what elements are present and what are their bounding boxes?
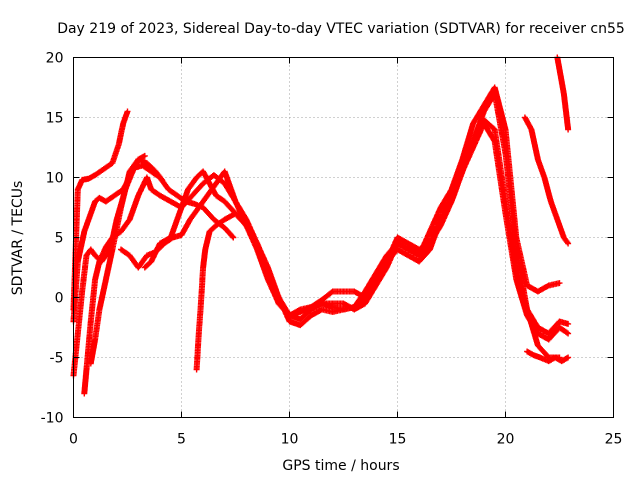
x-tick-label: 25: [605, 432, 623, 448]
data-marker-path: [524, 348, 572, 365]
x-tick-label: 20: [497, 432, 515, 448]
y-axis-label: SDTVAR / TECUs: [10, 181, 26, 296]
data-marker-path: [521, 114, 572, 247]
series-track-8: [193, 90, 563, 373]
y-tick-label: 15: [46, 111, 64, 127]
y-tick-label: 20: [46, 51, 64, 67]
x-tick-label: 5: [177, 432, 186, 448]
data-marker-path: [554, 54, 572, 133]
y-tick-label: 5: [55, 231, 64, 247]
axis-ticks: 0 5 10 15 20 25 -10 -5 0 5 10 15 20: [41, 51, 623, 448]
series-track-10: [521, 114, 572, 247]
series-track-11: [554, 54, 572, 133]
y-tick-label: -10: [41, 411, 64, 427]
y-tick-label: 10: [46, 171, 64, 187]
series-track-5: [87, 156, 166, 367]
x-axis-label: GPS time / hours: [282, 458, 399, 474]
series-track-9: [524, 348, 572, 365]
x-tick-label: 10: [281, 432, 299, 448]
chart-title: Day 219 of 2023, Sidereal Day-to-day VTE…: [57, 21, 625, 37]
data-marker-path: [87, 156, 166, 367]
data-series: [70, 54, 572, 397]
data-marker-path: [193, 90, 563, 373]
y-tick-label: 0: [55, 291, 64, 307]
x-tick-label: 15: [389, 432, 407, 448]
x-tick-label: 0: [69, 432, 78, 448]
grid-lines: [73, 57, 614, 418]
y-tick-label: -5: [50, 351, 64, 367]
